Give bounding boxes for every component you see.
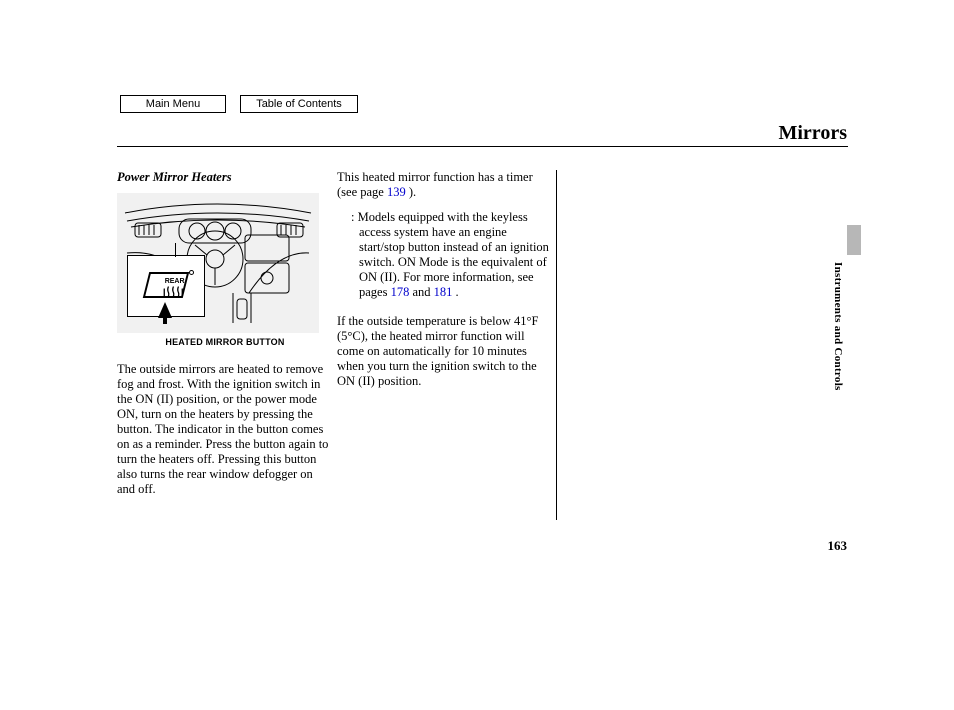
column-1: Power Mirror Heaters [117, 170, 333, 497]
leader-line [175, 243, 176, 257]
body-text-1: The outside mirrors are heated to remove… [117, 362, 333, 497]
page-link-139[interactable]: 139 [387, 185, 406, 199]
timer-paragraph: This heated mirror function has a timer … [337, 170, 553, 200]
column-2: This heated mirror function has a timer … [337, 170, 553, 389]
indicator-led-icon [189, 270, 194, 275]
arrow-stem [163, 314, 167, 324]
toc-button[interactable]: Table of Contents [240, 95, 358, 113]
note-block: : Models equipped with the keyless acces… [337, 210, 553, 300]
top-nav: Main Menu Table of Contents [120, 95, 358, 113]
page-title: Mirrors [779, 122, 848, 145]
subheading: Power Mirror Heaters [117, 170, 333, 185]
section-tab [847, 225, 861, 255]
rear-defog-icon [162, 286, 184, 298]
page-number: 163 [828, 538, 848, 554]
text: and [409, 285, 433, 299]
text: ). [406, 185, 416, 199]
auto-on-paragraph: If the outside temperature is below 41°F… [337, 314, 553, 389]
text: . [452, 285, 458, 299]
title-rule [117, 146, 848, 147]
page-link-178[interactable]: 178 [391, 285, 410, 299]
column-divider [556, 170, 557, 520]
page-link-181[interactable]: 181 [434, 285, 453, 299]
text: This heated mirror function has a timer … [337, 170, 533, 199]
callout-box: REAR [127, 255, 205, 317]
section-label: Instruments and Controls [832, 262, 844, 391]
main-menu-button[interactable]: Main Menu [120, 95, 226, 113]
rear-defog-button-illustration: REAR [143, 272, 189, 298]
dashboard-figure: REAR [117, 193, 319, 333]
figure-caption: HEATED MIRROR BUTTON [117, 337, 333, 348]
